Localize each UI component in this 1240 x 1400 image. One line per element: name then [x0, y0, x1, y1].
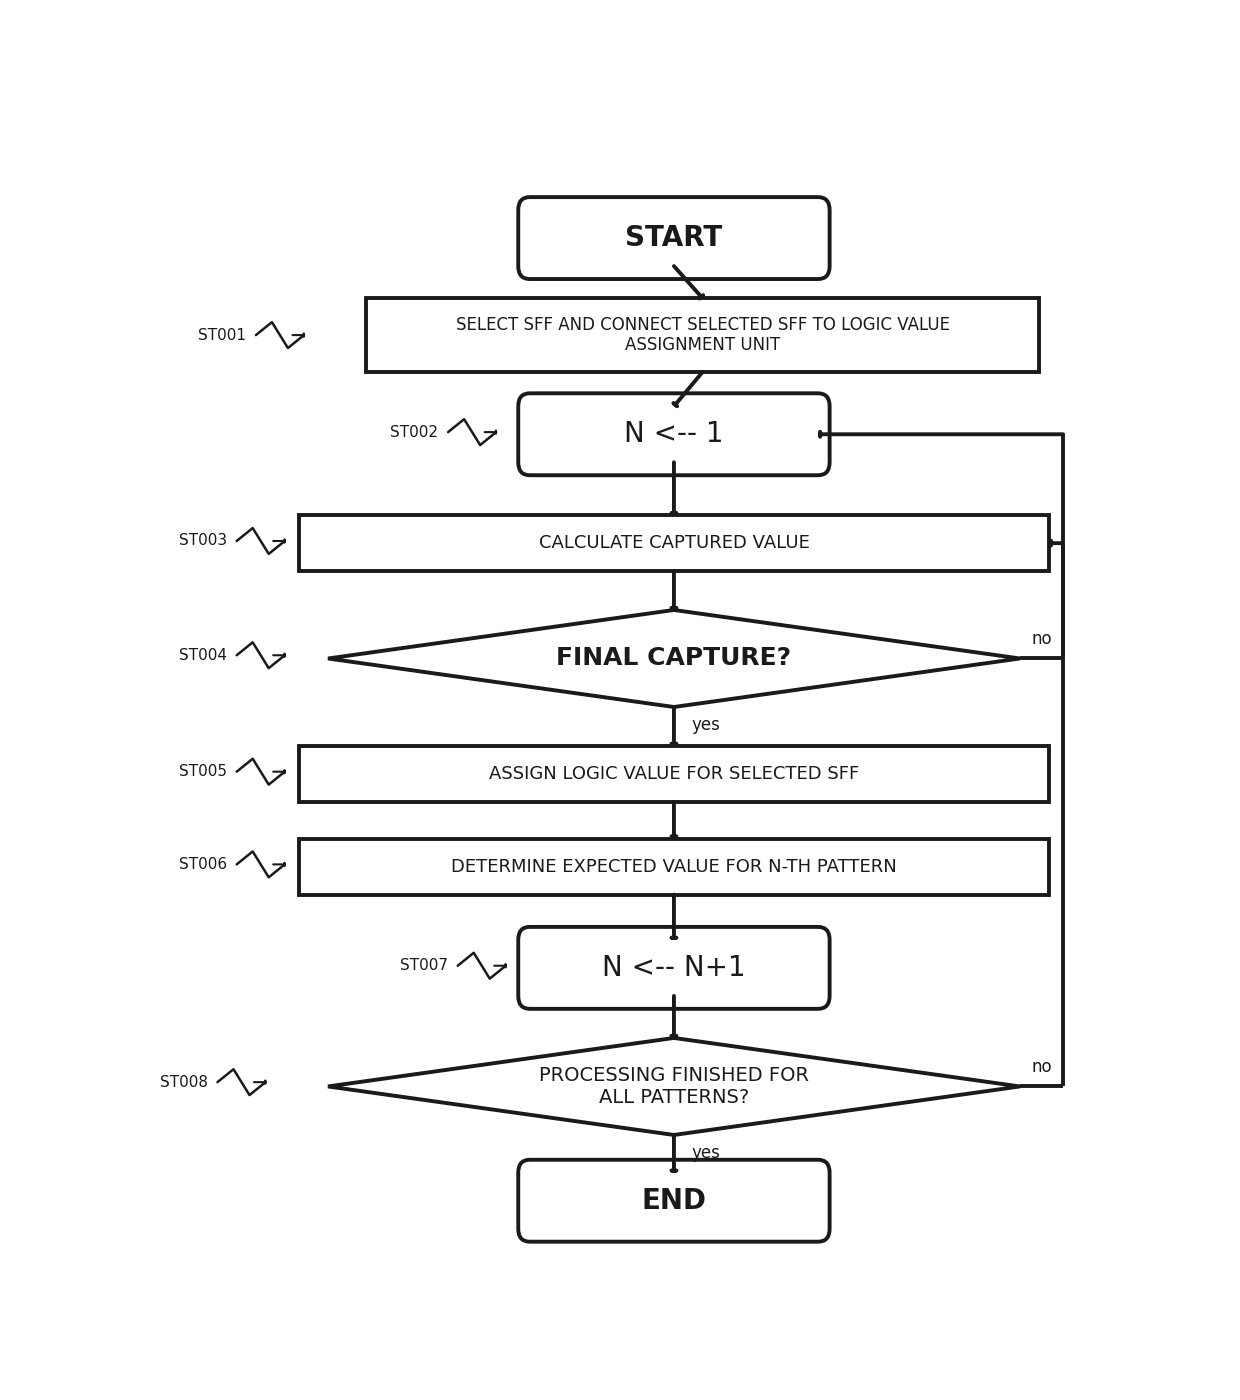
- Text: PROCESSING FINISHED FOR
ALL PATTERNS?: PROCESSING FINISHED FOR ALL PATTERNS?: [539, 1065, 808, 1107]
- Text: ASSIGN LOGIC VALUE FOR SELECTED SFF: ASSIGN LOGIC VALUE FOR SELECTED SFF: [489, 764, 859, 783]
- Text: no: no: [1032, 1057, 1052, 1075]
- Text: N <-- 1: N <-- 1: [624, 420, 724, 448]
- Text: yes: yes: [691, 715, 720, 734]
- Text: ST005: ST005: [179, 764, 227, 780]
- Text: CALCULATE CAPTURED VALUE: CALCULATE CAPTURED VALUE: [538, 535, 810, 552]
- FancyBboxPatch shape: [299, 746, 1049, 802]
- Text: START: START: [625, 224, 723, 252]
- Text: no: no: [1032, 630, 1052, 648]
- Text: DETERMINE EXPECTED VALUE FOR N-TH PATTERN: DETERMINE EXPECTED VALUE FOR N-TH PATTER…: [451, 858, 897, 875]
- FancyBboxPatch shape: [518, 1159, 830, 1242]
- Text: ST002: ST002: [391, 424, 439, 440]
- FancyBboxPatch shape: [299, 839, 1049, 895]
- FancyBboxPatch shape: [518, 197, 830, 279]
- Text: END: END: [641, 1187, 707, 1215]
- Text: SELECT SFF AND CONNECT SELECTED SFF TO LOGIC VALUE
ASSIGNMENT UNIT: SELECT SFF AND CONNECT SELECTED SFF TO L…: [456, 315, 950, 354]
- Text: ST007: ST007: [401, 958, 448, 973]
- Polygon shape: [327, 610, 1019, 707]
- FancyBboxPatch shape: [518, 927, 830, 1009]
- Polygon shape: [327, 1037, 1019, 1135]
- Text: ST004: ST004: [179, 648, 227, 662]
- Text: FINAL CAPTURE?: FINAL CAPTURE?: [557, 647, 791, 671]
- FancyBboxPatch shape: [518, 393, 830, 475]
- FancyBboxPatch shape: [367, 298, 1039, 372]
- Text: ST001: ST001: [198, 328, 247, 343]
- Text: ST008: ST008: [160, 1075, 208, 1089]
- Text: ST006: ST006: [179, 857, 227, 872]
- Text: ST003: ST003: [179, 533, 227, 549]
- FancyBboxPatch shape: [299, 515, 1049, 571]
- Text: N <-- N+1: N <-- N+1: [603, 953, 745, 981]
- Text: yes: yes: [691, 1144, 720, 1162]
